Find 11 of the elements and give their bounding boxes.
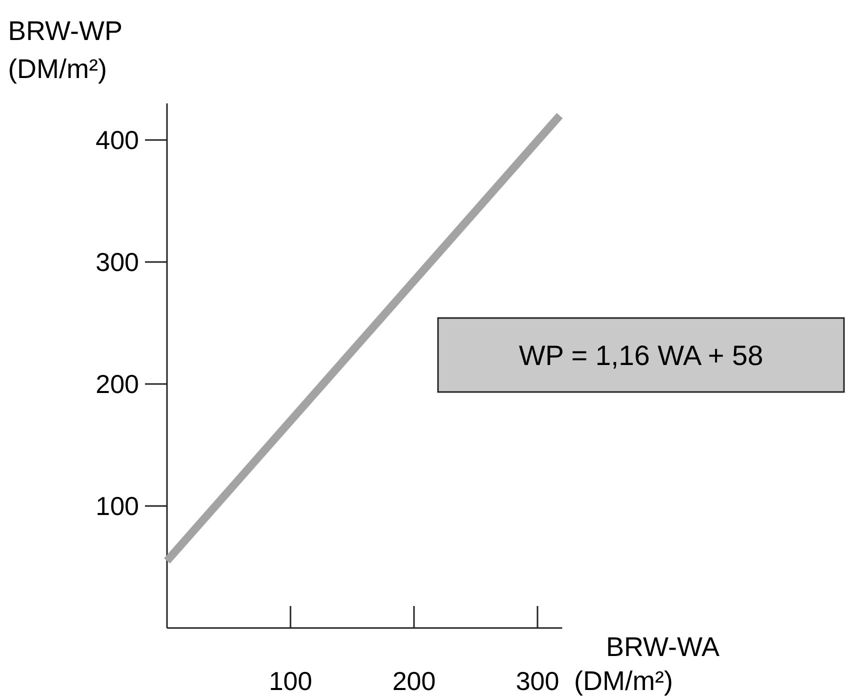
y-axis-title: BRW-WP (DM/m²) xyxy=(8,16,122,84)
x-tick-label: 300 xyxy=(516,666,560,696)
y-tick-label: 300 xyxy=(96,247,139,278)
x-axis-title: BRW-WA (DM/m²) xyxy=(574,632,720,696)
y-tick-label: 400 xyxy=(96,125,139,156)
annotation: WP = 1,16 WA + 58 xyxy=(518,340,764,371)
y-tick-label: 100 xyxy=(96,491,139,522)
text-box: WP = 1,16 WA + 58 xyxy=(437,317,845,393)
x-tick-label: 100 xyxy=(268,666,312,696)
y-tick-label: 200 xyxy=(96,369,139,400)
x-tick-label: 200 xyxy=(392,666,436,696)
